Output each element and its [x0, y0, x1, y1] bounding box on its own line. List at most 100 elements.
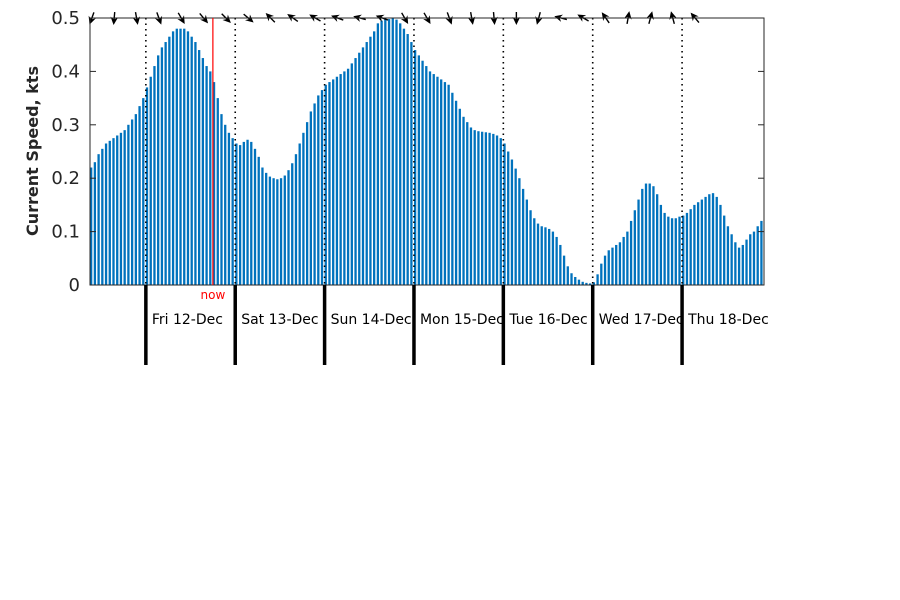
- bar: [257, 156, 260, 285]
- bar: [190, 36, 193, 285]
- bar: [369, 36, 372, 285]
- bar: [268, 176, 272, 285]
- bar: [622, 236, 625, 285]
- day-labels-group: Fri 12-Dec Sat 13-Dec Sun 14-Dec Mon 15-Dec…: [144, 285, 769, 365]
- bar: [171, 31, 175, 285]
- bar: [238, 145, 242, 285]
- bar: [652, 186, 655, 285]
- bar: [361, 47, 365, 286]
- bar: [160, 47, 164, 286]
- day-lines-group: [145, 18, 683, 285]
- bar: [123, 130, 126, 285]
- bar: [343, 71, 346, 286]
- day-label: Thu 18-Dec: [687, 312, 769, 328]
- bar: [387, 19, 391, 285]
- bar: [305, 122, 309, 285]
- bar: [495, 135, 499, 285]
- bar: [395, 19, 398, 285]
- bar: [499, 138, 502, 285]
- y-tick-label: 0.3: [51, 115, 80, 136]
- bar: [164, 42, 167, 285]
- bar: [294, 154, 298, 285]
- bar: [723, 215, 726, 285]
- plot-frame: [89, 17, 765, 286]
- bar: [454, 100, 458, 286]
- bar: [142, 98, 145, 285]
- bar: [183, 28, 186, 286]
- bar: [462, 116, 465, 285]
- y-tick-label: 0.1: [51, 222, 80, 243]
- bar: [574, 276, 577, 285]
- bar: [425, 66, 428, 285]
- bar: [458, 108, 461, 285]
- bar: [145, 87, 149, 285]
- day-label: Mon 15-Dec: [420, 312, 504, 328]
- bar: [719, 204, 722, 285]
- bar: [536, 223, 540, 285]
- bar: [581, 281, 584, 285]
- bar: [670, 218, 674, 285]
- bar: [194, 42, 197, 285]
- bar: [607, 250, 610, 285]
- bar: [734, 242, 737, 285]
- bar: [760, 220, 763, 285]
- bar: [469, 127, 473, 285]
- bar: [339, 74, 342, 285]
- bar: [309, 111, 313, 285]
- bar: [696, 202, 700, 285]
- bar: [346, 68, 350, 285]
- bar: [533, 218, 536, 285]
- bar: [473, 130, 476, 285]
- bar: [577, 279, 581, 285]
- bar: [134, 114, 137, 286]
- bar: [443, 82, 447, 285]
- bar: [503, 143, 506, 285]
- bar: [246, 139, 249, 285]
- day-label: Sun 14-Dec: [331, 312, 412, 328]
- bar: [603, 255, 607, 285]
- bar: [659, 204, 663, 285]
- bar: [618, 242, 622, 285]
- bar: [596, 274, 599, 285]
- bar: [521, 188, 525, 285]
- bar: [209, 71, 212, 286]
- bar: [205, 66, 208, 285]
- bar: [428, 71, 432, 286]
- bar: [130, 119, 134, 286]
- bar: [197, 50, 201, 285]
- bar: [641, 188, 644, 285]
- bar: [749, 234, 752, 285]
- bar: [548, 228, 551, 285]
- bar: [700, 199, 704, 285]
- bar: [90, 167, 93, 285]
- bar: [380, 20, 383, 285]
- bar: [741, 244, 744, 285]
- day-label: Fri 12-Dec: [152, 312, 223, 328]
- bar: [570, 273, 573, 285]
- bar: [235, 143, 238, 285]
- bar: [365, 42, 368, 285]
- bar: [227, 132, 231, 285]
- bar: [559, 244, 562, 285]
- day-label: Tue 16-Dec: [508, 312, 587, 328]
- bar: [253, 148, 257, 285]
- day-label: Wed 17-Dec: [599, 312, 684, 328]
- bar: [391, 18, 394, 285]
- bar: [224, 124, 227, 285]
- bar: [451, 92, 454, 285]
- bar: [752, 231, 756, 285]
- bar: [354, 58, 357, 285]
- bar: [402, 28, 406, 286]
- bar: [157, 55, 160, 285]
- bar: [168, 36, 171, 285]
- bar: [317, 95, 320, 286]
- bar: [373, 31, 376, 285]
- bar: [153, 66, 156, 285]
- bar: [529, 210, 532, 285]
- bar: [242, 141, 245, 285]
- bar: [678, 216, 681, 285]
- bar: [540, 226, 543, 285]
- bar: [648, 183, 651, 285]
- bar: [566, 266, 569, 285]
